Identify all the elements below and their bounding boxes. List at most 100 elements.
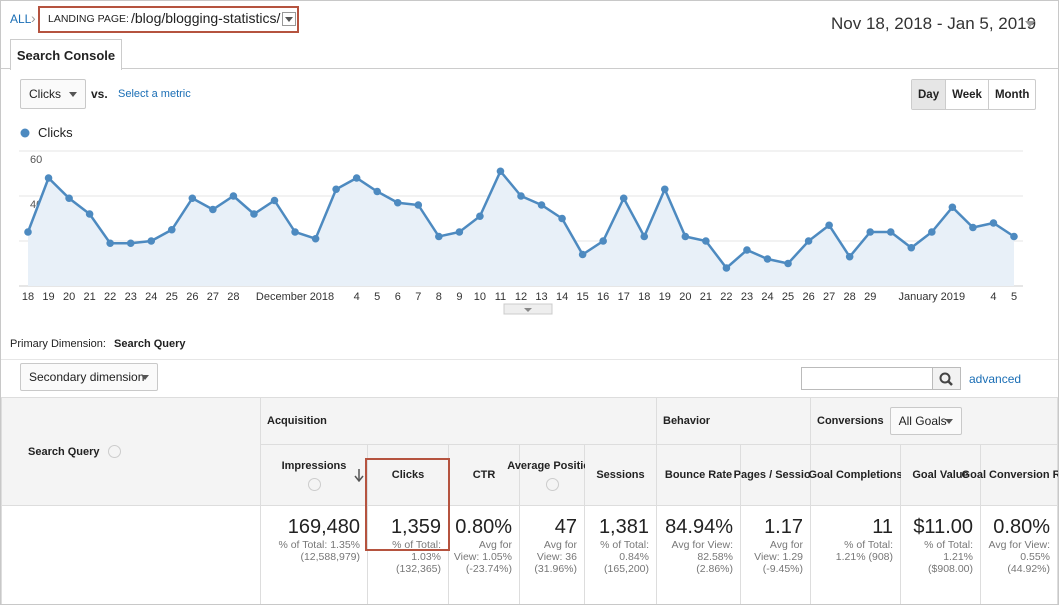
group-header: Acquisition bbox=[261, 397, 657, 445]
point bbox=[969, 223, 977, 232]
total-sub: (132,365) bbox=[396, 563, 441, 575]
group-label: Behavior bbox=[663, 415, 711, 427]
x-tick-label: 23 bbox=[741, 291, 753, 303]
total-sub: % of Total: 0.84% bbox=[600, 539, 649, 563]
point bbox=[886, 228, 895, 236]
column-label: CTR bbox=[472, 469, 496, 481]
point bbox=[640, 232, 649, 241]
point bbox=[352, 174, 361, 182]
x-tick-label: 28 bbox=[227, 291, 239, 303]
period-button[interactable]: Week bbox=[945, 80, 988, 109]
point bbox=[928, 228, 936, 236]
x-tick-label: 23 bbox=[125, 291, 137, 303]
point bbox=[393, 198, 402, 207]
point bbox=[229, 192, 238, 200]
secondary-dimension[interactable]: Secondary dimension bbox=[20, 363, 158, 391]
column-label: Bounce Rate bbox=[664, 469, 733, 481]
x-tick-label: 26 bbox=[802, 291, 814, 303]
x-tick-label: 21 bbox=[84, 291, 96, 303]
dropdown[interactable] bbox=[282, 12, 296, 26]
point bbox=[188, 194, 197, 203]
column-header[interactable]: Average Position bbox=[507, 445, 597, 506]
breadcrumb-all[interactable]: ALL bbox=[10, 12, 32, 26]
x-tick-label: 25 bbox=[782, 291, 794, 303]
x-tick-label: 9 bbox=[456, 291, 462, 303]
point bbox=[702, 237, 710, 245]
column-label: Clicks bbox=[391, 469, 425, 481]
total-sub: % of Total: 1.21% bbox=[924, 539, 973, 563]
primary-dimension: Search Query bbox=[114, 338, 186, 350]
metric-select[interactable]: Clicks bbox=[20, 79, 86, 109]
total-sub: (12,588,979) bbox=[300, 551, 360, 563]
x-tick-label: 8 bbox=[436, 291, 442, 303]
total-value: 47 bbox=[554, 516, 577, 538]
search-input[interactable] bbox=[801, 367, 934, 390]
column-header[interactable]: Goal Completions bbox=[808, 445, 903, 506]
column-header[interactable]: Goal Value bbox=[901, 445, 981, 506]
total-cell: 84.94% Avg for View: 82.58% (2.86%) bbox=[657, 506, 741, 604]
column-header[interactable]: Impressions bbox=[261, 445, 368, 506]
point bbox=[907, 243, 916, 252]
point bbox=[1010, 232, 1018, 241]
total-value: 1.17 bbox=[764, 516, 803, 538]
total-value: 0.80% bbox=[455, 516, 512, 538]
total-value: $11.00 bbox=[913, 516, 973, 538]
breadcrumb-label: LANDING PAGE: bbox=[48, 13, 129, 25]
column-header[interactable]: Bounce Rate bbox=[657, 445, 741, 506]
x-tick-label: 5 bbox=[1011, 291, 1017, 303]
total-sub: % of Total: 1.35% bbox=[278, 539, 360, 551]
highlight-box bbox=[365, 458, 450, 551]
table: Search Query Acquisition Behavior Conversio… bbox=[1, 397, 1058, 604]
total-cell: 11% of Total: 1.21% (908) bbox=[811, 506, 901, 604]
point bbox=[476, 212, 484, 221]
period-button[interactable]: Day bbox=[912, 80, 946, 109]
legend-dot bbox=[20, 128, 30, 138]
point bbox=[845, 252, 854, 261]
total-value: 1,381 bbox=[598, 516, 649, 538]
breadcrumb-sep: › bbox=[31, 10, 36, 26]
column-header[interactable]: Sessions bbox=[585, 445, 657, 506]
total-value: 0.80% bbox=[993, 516, 1050, 538]
column-header[interactable]: Clicks bbox=[368, 445, 449, 506]
search-button[interactable] bbox=[932, 367, 961, 390]
point bbox=[126, 239, 135, 248]
x-tick-label: 19 bbox=[42, 291, 54, 303]
point bbox=[989, 219, 998, 227]
goals-select[interactable]: All Goals bbox=[889, 407, 962, 435]
x-tick-label: 4 bbox=[354, 291, 360, 303]
total-sub: Avg for View: 1.29 bbox=[754, 539, 803, 563]
point bbox=[373, 187, 382, 196]
period-button[interactable]: Month bbox=[987, 80, 1035, 109]
total-cell: 0.80% Avg for View: 1.05% (-23.74%) bbox=[449, 506, 520, 604]
point bbox=[250, 210, 258, 218]
column-label: Goal Completions bbox=[808, 469, 903, 481]
total-sub: % of Total: 1.21% (908) bbox=[835, 539, 893, 563]
x-tick-label: 27 bbox=[207, 291, 219, 303]
total-value: 169,480 bbox=[287, 516, 360, 538]
total-value: 84.94% bbox=[665, 516, 733, 538]
column-header[interactable]: CTR bbox=[449, 445, 520, 506]
total-cell: 0.80% Avg for View: 0.55% (44.92%) bbox=[981, 506, 1058, 604]
x-tick-label: 24 bbox=[761, 291, 773, 303]
group-label: Conversions bbox=[817, 415, 884, 427]
total-sub: Avg for View: 1.05% bbox=[453, 539, 512, 563]
column-label: Goal Conversion Rate bbox=[961, 469, 1058, 481]
x-tick-label: 24 bbox=[145, 291, 157, 303]
help-icon bbox=[107, 445, 121, 458]
point bbox=[804, 237, 813, 245]
x-tick-label: 21 bbox=[700, 291, 712, 303]
column-header[interactable]: Pages / Session bbox=[734, 445, 817, 506]
x-tick-label: January 2019 bbox=[898, 291, 965, 303]
x-tick-label: 20 bbox=[63, 291, 75, 303]
select-metric[interactable]: Select a metric bbox=[118, 88, 191, 100]
x-tick-label: 22 bbox=[720, 291, 732, 303]
tab[interactable]: Search Console bbox=[10, 39, 122, 70]
date-range[interactable]: Nov 18, 2018 - Jan 5, 2019 bbox=[831, 14, 1037, 33]
column-label: Goal Value bbox=[912, 469, 969, 481]
date-arrow[interactable] bbox=[1025, 21, 1035, 32]
advanced-link[interactable]: advanced bbox=[969, 372, 1022, 386]
column-header[interactable]: Goal Conversion Rate bbox=[962, 445, 1058, 506]
total-sub: Avg for View: 82.58% bbox=[671, 539, 733, 563]
total-cell: 1,359% of Total: 1.03% (132,365) bbox=[368, 506, 449, 604]
query-header: Search Query bbox=[1, 397, 261, 506]
